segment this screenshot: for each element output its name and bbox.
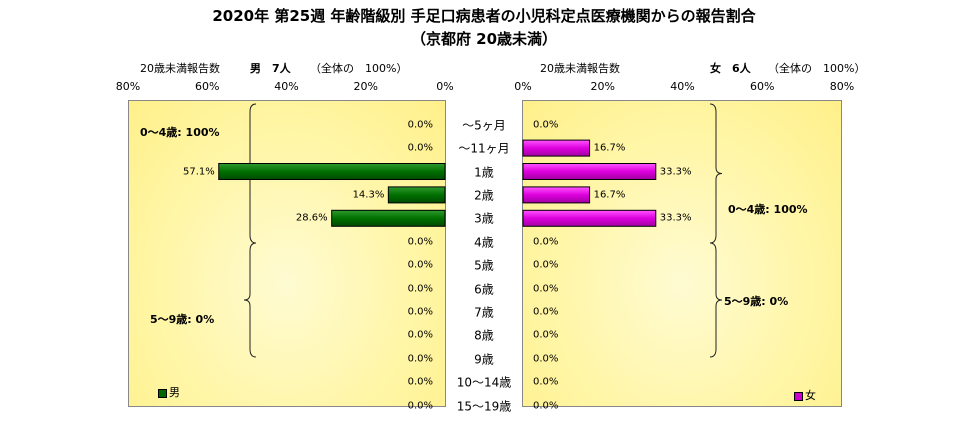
male-value-label: 0.0%	[407, 353, 433, 365]
right-count-label: 20歳未満報告数	[540, 62, 620, 75]
female-value-label: 0.0%	[533, 306, 559, 318]
category-label: ～11ヶ月	[458, 141, 510, 156]
right-gender-count: 女 6人	[710, 62, 751, 75]
legend-female-label: 女	[805, 389, 816, 402]
male-value-label: 0.0%	[407, 400, 433, 411]
chart-title: 2020年 第25週 年齢階級別 手足口病患者の小児科定点医療機関からの報告割合	[212, 7, 756, 25]
right-tick-label: 80%	[829, 80, 855, 93]
female-value-label: 16.7%	[593, 189, 626, 201]
male-value-label: 0.0%	[407, 236, 433, 248]
female-value-label: 0.0%	[533, 236, 559, 248]
left-summary-5-9: 5～9歳: 0%	[150, 313, 215, 326]
category-label: 4歳	[474, 235, 494, 250]
legend-male-swatch	[158, 388, 167, 398]
female-value-label: 33.3%	[659, 212, 692, 224]
right-summary-0-4: 0～4歳: 100%	[728, 203, 808, 216]
left-tick-label: 60%	[195, 80, 220, 93]
category-label: ～5ヶ月	[462, 118, 506, 133]
female-value-label: 0.0%	[533, 259, 559, 271]
male-value-label: 0.0%	[407, 306, 433, 318]
female-value-label: 16.7%	[593, 142, 626, 154]
category-label: 5歳	[474, 258, 494, 273]
legend-male-label: 男	[169, 386, 180, 399]
female-value-label: 0.0%	[533, 353, 559, 365]
left-bracket-5-9	[243, 242, 257, 358]
left-tick-label: 0%	[436, 80, 454, 93]
category-label: 7歳	[474, 305, 494, 320]
legend-female: 女	[794, 387, 816, 403]
right-tick-label: 20%	[590, 80, 615, 93]
category-label: 10～14歳	[456, 375, 512, 390]
category-label: 1歳	[474, 165, 494, 179]
male-bar	[331, 209, 446, 227]
category-label: 3歳	[474, 211, 494, 226]
right-tick-label: 40%	[670, 80, 695, 93]
female-bar	[522, 139, 591, 157]
male-value-label: 0.0%	[407, 283, 433, 294]
left-tick-label: 80%	[115, 80, 141, 93]
left-total: （全体の 100%）	[310, 62, 408, 75]
female-bar	[522, 163, 657, 180]
female-value-label: 0.0%	[533, 376, 559, 388]
male-bar	[218, 163, 446, 180]
chart-subtitle: （京都府 20歳未満）	[410, 30, 558, 48]
male-value-label: 0.0%	[407, 142, 433, 154]
male-value-label: 57.1%	[182, 166, 215, 177]
male-value-label: 14.3%	[352, 189, 385, 201]
right-total: （全体の 100%）	[768, 62, 866, 75]
male-value-label: 28.6%	[295, 212, 328, 224]
female-value-label: 0.0%	[533, 329, 559, 341]
category-label: 9歳	[474, 352, 494, 367]
right-tick-label: 0%	[514, 80, 532, 93]
right-bracket-5-9	[709, 242, 723, 358]
male-bar	[387, 186, 446, 204]
female-value-label: 33.3%	[659, 166, 692, 177]
left-tick-label: 20%	[353, 80, 378, 93]
right-tick-label: 60%	[750, 80, 775, 93]
left-tick-label: 40%	[274, 80, 299, 93]
right-bracket-0-4	[709, 103, 723, 244]
left-count-label: 20歳未満報告数	[140, 62, 220, 75]
male-value-label: 0.0%	[407, 259, 433, 271]
female-value-label: 0.0%	[533, 400, 559, 411]
female-bar	[522, 186, 591, 204]
legend-male: 男	[158, 384, 180, 400]
category-label: 8歳	[474, 328, 494, 343]
right-summary-5-9: 5～9歳: 0%	[724, 295, 789, 308]
category-label: 2歳	[474, 188, 494, 203]
female-value-label: 0.0%	[533, 119, 559, 131]
left-summary-0-4: 0～4歳: 100%	[140, 126, 220, 139]
female-value-label: 0.0%	[533, 283, 559, 294]
male-value-label: 0.0%	[407, 376, 433, 388]
male-value-label: 0.0%	[407, 329, 433, 341]
category-label: 6歳	[474, 282, 494, 296]
female-bar	[522, 209, 657, 227]
left-gender-count: 男 7人	[250, 62, 291, 75]
category-label: 15～19歳	[456, 399, 512, 413]
legend-female-swatch	[794, 391, 803, 401]
male-value-label: 0.0%	[407, 119, 433, 131]
left-plot-area	[128, 100, 446, 407]
